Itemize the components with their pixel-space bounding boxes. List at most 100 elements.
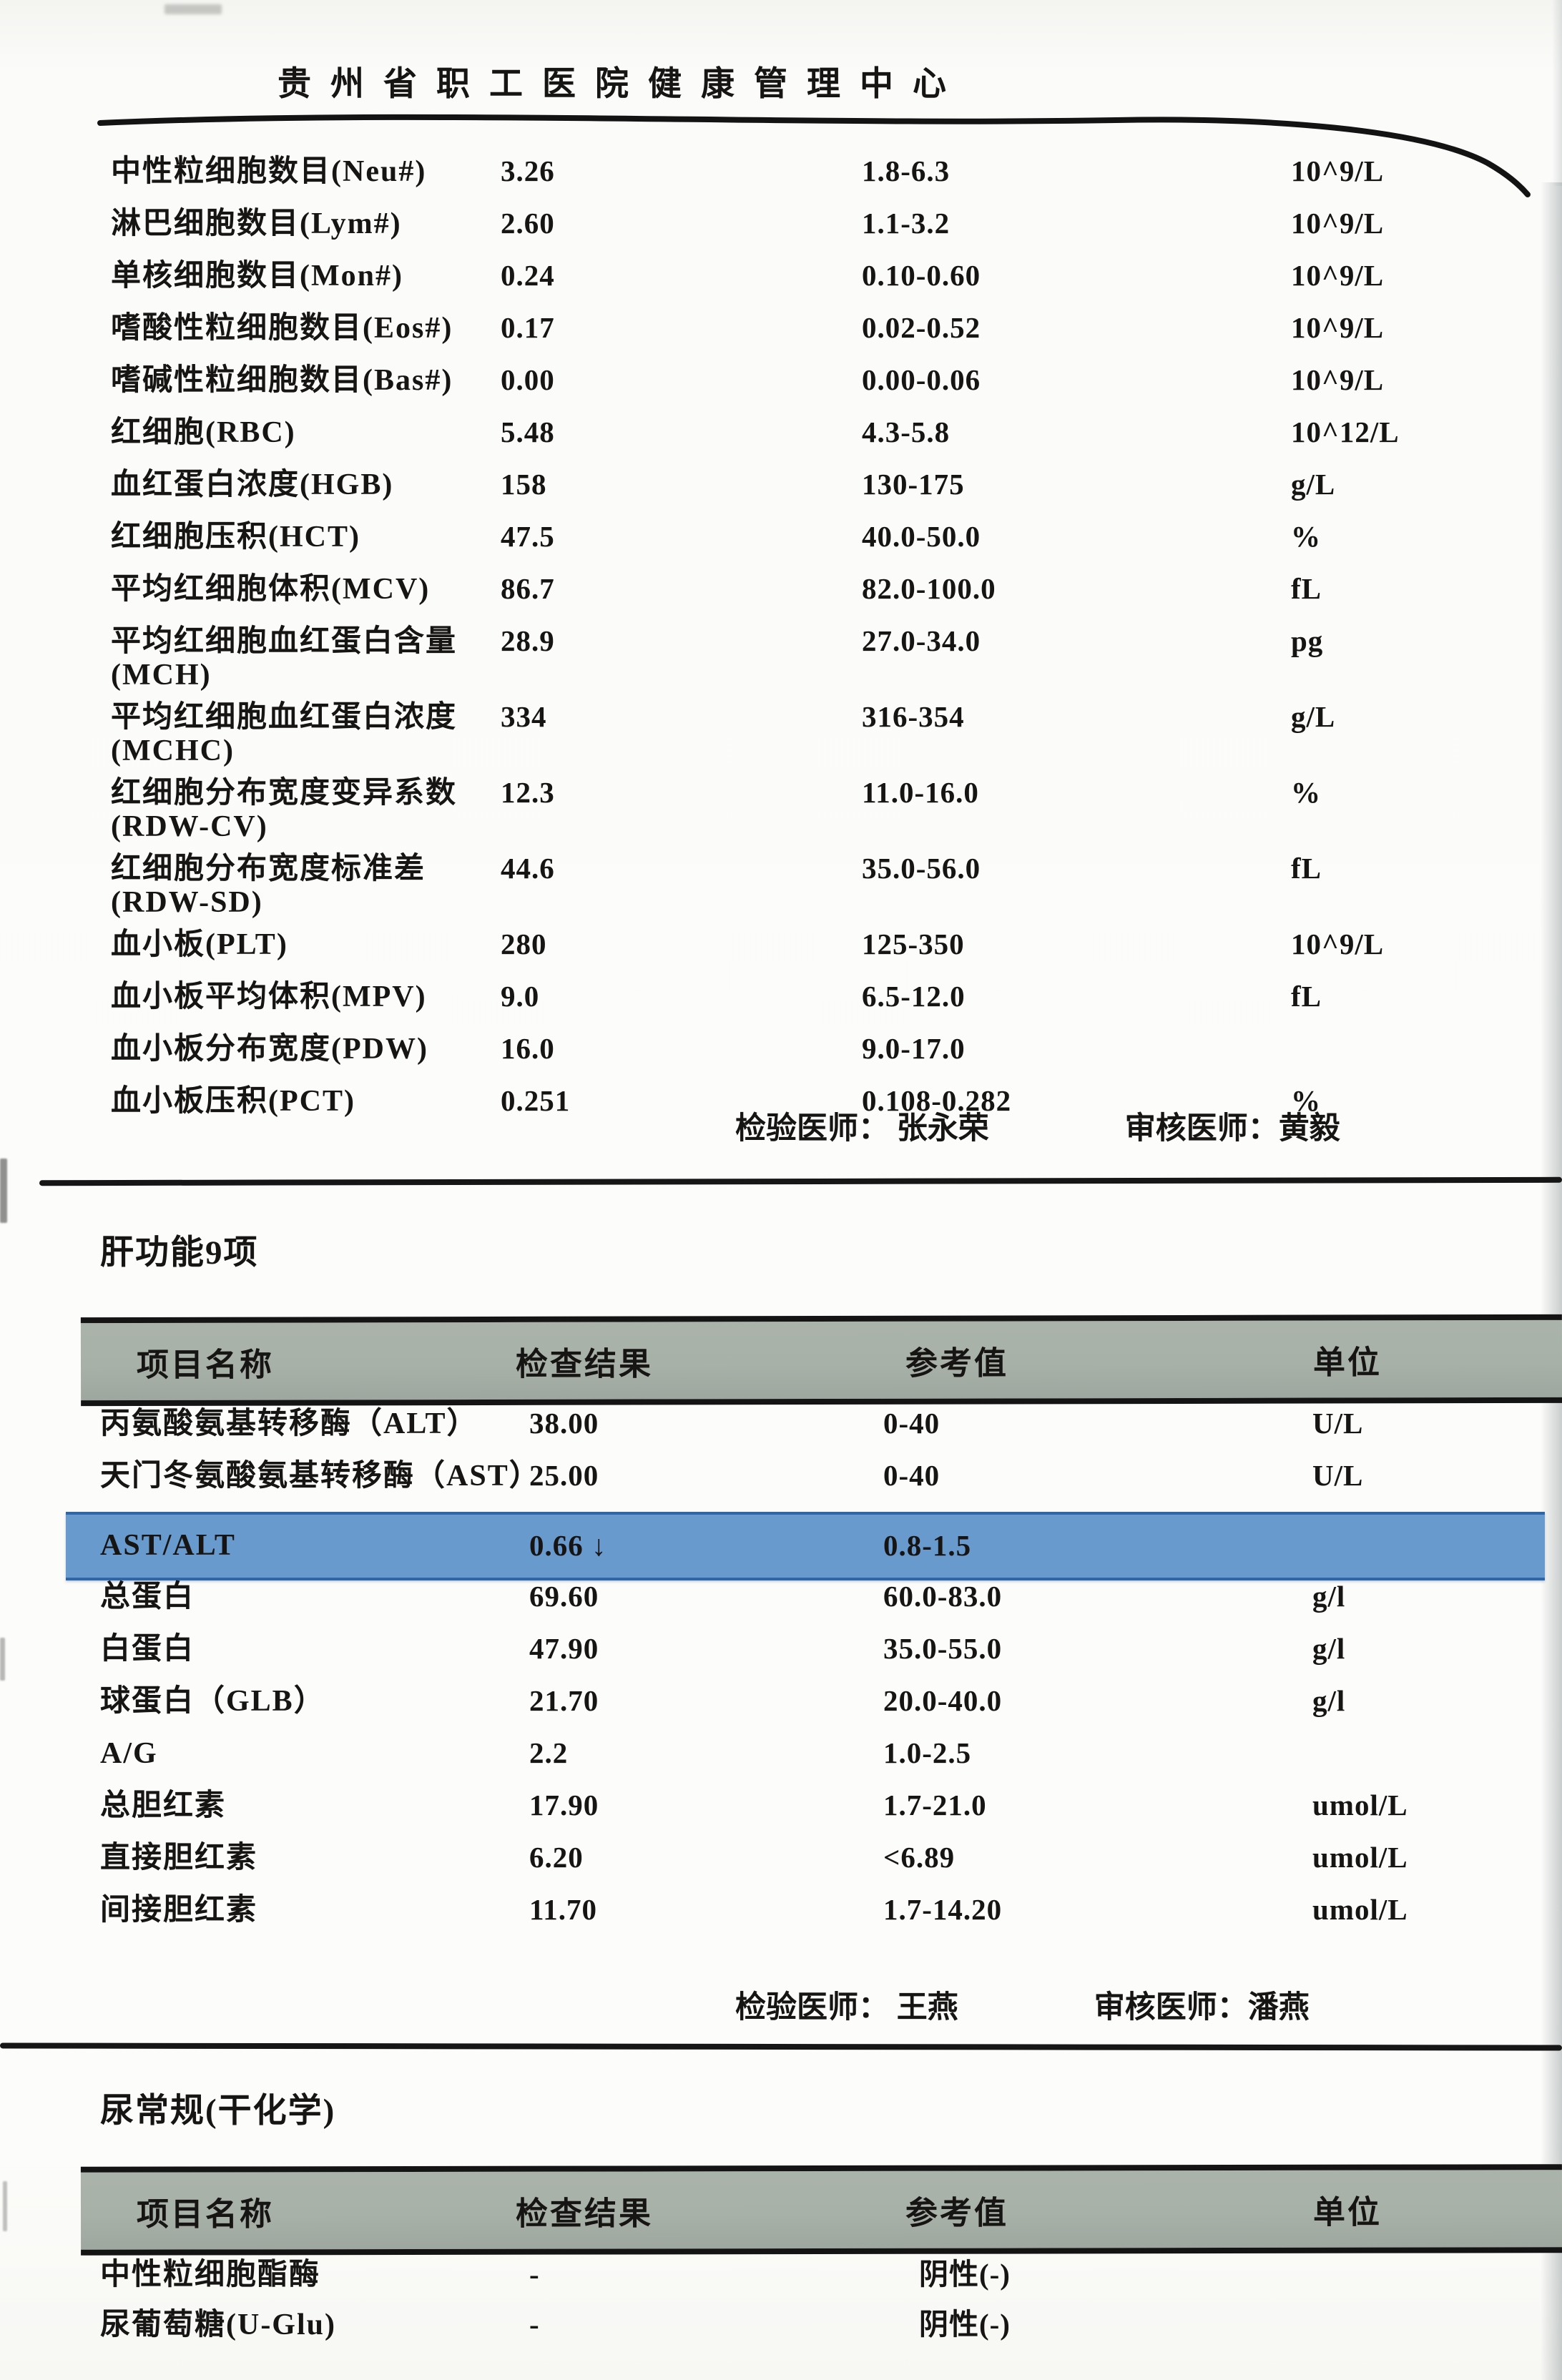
- column-header-name: 项目名称: [136, 2195, 275, 2233]
- test-name: 红细胞(RBC): [111, 416, 296, 449]
- reviewer-name: 黄毅: [1278, 1112, 1340, 1146]
- test-reference: 35.0-55.0: [883, 1632, 1003, 1665]
- test-reference: 125-350: [862, 928, 965, 961]
- test-reference: 1.7-21.0: [883, 1789, 987, 1821]
- test-result: 12.3: [501, 776, 555, 810]
- test-name: 丙氨酸氨基转移酶（ALT）: [100, 1407, 478, 1440]
- test-name: 平均红细胞血红蛋白含量(MCH): [111, 625, 458, 692]
- test-result: 47.90: [529, 1632, 599, 1665]
- test-result: 2.2: [529, 1736, 569, 1769]
- table-row: 嗜碱性粒细胞数目(Bas#) 0.00 0.00-0.06 10^9/L: [111, 355, 1513, 408]
- test-unit: %: [1291, 1084, 1321, 1118]
- column-header-result: 检查结果: [515, 2195, 654, 2232]
- table-row: 平均红细胞血红蛋白浓度(MCHC) 334 316-354 g/L: [111, 692, 1513, 768]
- cbc-results-table: 中性粒细胞数目(Neu#) 3.26 1.8-6.3 10^9/L 淋巴细胞数目…: [111, 147, 1513, 1128]
- test-name: 红细胞分布宽度变异系数(RDW-CV): [111, 777, 458, 844]
- test-unit: 10^9/L: [1291, 207, 1385, 240]
- examiner-name: 王燕: [896, 1991, 958, 2025]
- test-reference: 1.1-3.2: [862, 207, 951, 240]
- test-name: 平均红细胞血红蛋白浓度(MCHC): [111, 701, 458, 768]
- reviewer: 审核医师：黄毅: [1124, 1112, 1340, 1146]
- scan-smudge: [0, 1159, 7, 1223]
- test-name: A/G: [100, 1737, 158, 1770]
- hospital-title: 贵州省职工医院健康管理中心: [277, 66, 966, 103]
- test-result: 280: [501, 928, 547, 961]
- test-result: 16.0: [501, 1032, 555, 1066]
- table-row: 血小板平均体积(MPV) 9.0 6.5-12.0 fL: [111, 972, 1513, 1024]
- test-result: 6.20: [529, 1841, 584, 1874]
- test-reference: 35.0-56.0: [862, 852, 981, 885]
- liver-section-title: 肝功能9项: [100, 1234, 259, 1272]
- test-result: 5.48: [501, 415, 555, 448]
- test-unit: 10^9/L: [1291, 259, 1385, 292]
- test-name: 间接胆红素: [100, 1894, 258, 1927]
- test-reference: 316-354: [862, 700, 965, 734]
- test-unit: 10^9/L: [1291, 928, 1385, 961]
- test-result: 0.66 ↓: [529, 1529, 607, 1563]
- table-header: 项目名称 检查结果 参考值 单位: [80, 1314, 1562, 1407]
- liver-results-table: 丙氨酸氨基转移酶（ALT） 38.00 0-40 U/L 天门冬氨酸氨基转移酶（…: [66, 1407, 1545, 1946]
- test-unit: umol/L: [1312, 1893, 1408, 1926]
- signature-line: 检验医师： 张永荣 审核医师：黄毅: [735, 1103, 1340, 1148]
- table-row: 平均红细胞血红蛋白含量(MCH) 28.9 27.0-34.0 pg: [111, 616, 1513, 692]
- test-unit: U/L: [1312, 1407, 1364, 1440]
- test-unit: g/l: [1312, 1684, 1346, 1717]
- table-row: 淋巴细胞数目(Lym#) 2.60 1.1-3.2 10^9/L: [111, 199, 1513, 251]
- test-unit: g/L: [1291, 468, 1336, 501]
- test-unit: pg: [1291, 624, 1324, 657]
- table-row: 红细胞(RBC) 5.48 4.3-5.8 10^12/L: [111, 408, 1513, 460]
- test-name: AST/ALT: [100, 1529, 236, 1563]
- test-result: 9.0: [501, 980, 540, 1013]
- test-unit: %: [1291, 776, 1321, 810]
- test-result: 334: [501, 700, 547, 734]
- test-reference: 1.7-14.20: [883, 1893, 1003, 1926]
- test-name: 血小板平均体积(MPV): [111, 980, 427, 1014]
- test-unit: 10^9/L: [1291, 154, 1385, 187]
- table-row: 红细胞分布宽度标准差(RDW-SD) 44.6 35.0-56.0 fL: [111, 844, 1513, 920]
- test-reference: 27.0-34.0: [862, 624, 981, 657]
- test-reference: 1.8-6.3: [862, 154, 951, 187]
- test-name: 血红蛋白浓度(HGB): [111, 468, 394, 501]
- test-name: 平均红细胞体积(MCV): [111, 573, 431, 606]
- table-row: 平均红细胞体积(MCV) 86.7 82.0-100.0 fL: [111, 564, 1513, 616]
- table-row: 中性粒细胞数目(Neu#) 3.26 1.8-6.3 10^9/L: [111, 147, 1513, 199]
- test-name: 嗜碱性粒细胞数目(Bas#): [111, 364, 453, 397]
- test-result: 2.60: [501, 207, 555, 240]
- test-name: 白蛋白: [100, 1633, 195, 1666]
- section-divider-line: [39, 1176, 1562, 1186]
- table-row: 血红蛋白浓度(HGB) 158 130-175 g/L: [111, 460, 1513, 512]
- test-reference: 4.3-5.8: [862, 415, 951, 448]
- column-header-reference: 参考值: [905, 1344, 1009, 1382]
- test-name: 血小板分布宽度(PDW): [111, 1033, 428, 1066]
- test-unit: fL: [1291, 980, 1322, 1013]
- test-reference: 130-175: [862, 468, 965, 501]
- test-reference: 0.10-0.60: [862, 259, 981, 292]
- test-reference: 11.0-16.0: [862, 776, 979, 810]
- test-result: 47.5: [501, 520, 555, 553]
- test-reference: 阴性(-): [919, 2258, 1011, 2291]
- test-result: 0.00: [501, 363, 555, 396]
- test-name: 淋巴细胞数目(Lym#): [111, 207, 402, 240]
- table-row: 红细胞压积(HCT) 47.5 40.0-50.0 %: [111, 512, 1513, 564]
- table-row: 白蛋白 47.90 35.0-55.0 g/l: [100, 1632, 1545, 1685]
- test-reference: 20.0-40.0: [883, 1684, 1003, 1717]
- test-reference: 0.00-0.06: [862, 363, 981, 396]
- test-unit: g/l: [1312, 1580, 1346, 1613]
- table-header: 项目名称 检查结果 参考值 单位: [80, 2164, 1562, 2256]
- test-result: 69.60: [529, 1580, 599, 1613]
- test-name: 尿葡萄糖(U-Glu): [100, 2308, 336, 2341]
- test-result: 28.9: [501, 624, 555, 657]
- column-header-unit: 单位: [1312, 2194, 1382, 2231]
- table-row: 总胆红素 17.90 1.7-21.0 umol/L: [100, 1789, 1545, 1841]
- test-name: 中性粒细胞酯酶: [100, 2258, 321, 2291]
- test-result: 11.70: [529, 1893, 597, 1926]
- test-unit: umol/L: [1312, 1789, 1408, 1821]
- table-row: 血小板压积(PCT) 0.251 0.108-0.282 %: [111, 1076, 1513, 1128]
- test-reference: 60.0-83.0: [883, 1580, 1003, 1613]
- test-result: 25.00: [529, 1459, 599, 1492]
- table-row: 中性粒细胞酯酶 - 阴性(-): [100, 2258, 1545, 2308]
- test-unit: umol/L: [1312, 1841, 1408, 1874]
- table-row: 直接胆红素 6.20 <6.89 umol/L: [100, 1841, 1545, 1894]
- test-unit: 10^9/L: [1291, 311, 1385, 344]
- test-name: 球蛋白（GLB）: [100, 1685, 325, 1718]
